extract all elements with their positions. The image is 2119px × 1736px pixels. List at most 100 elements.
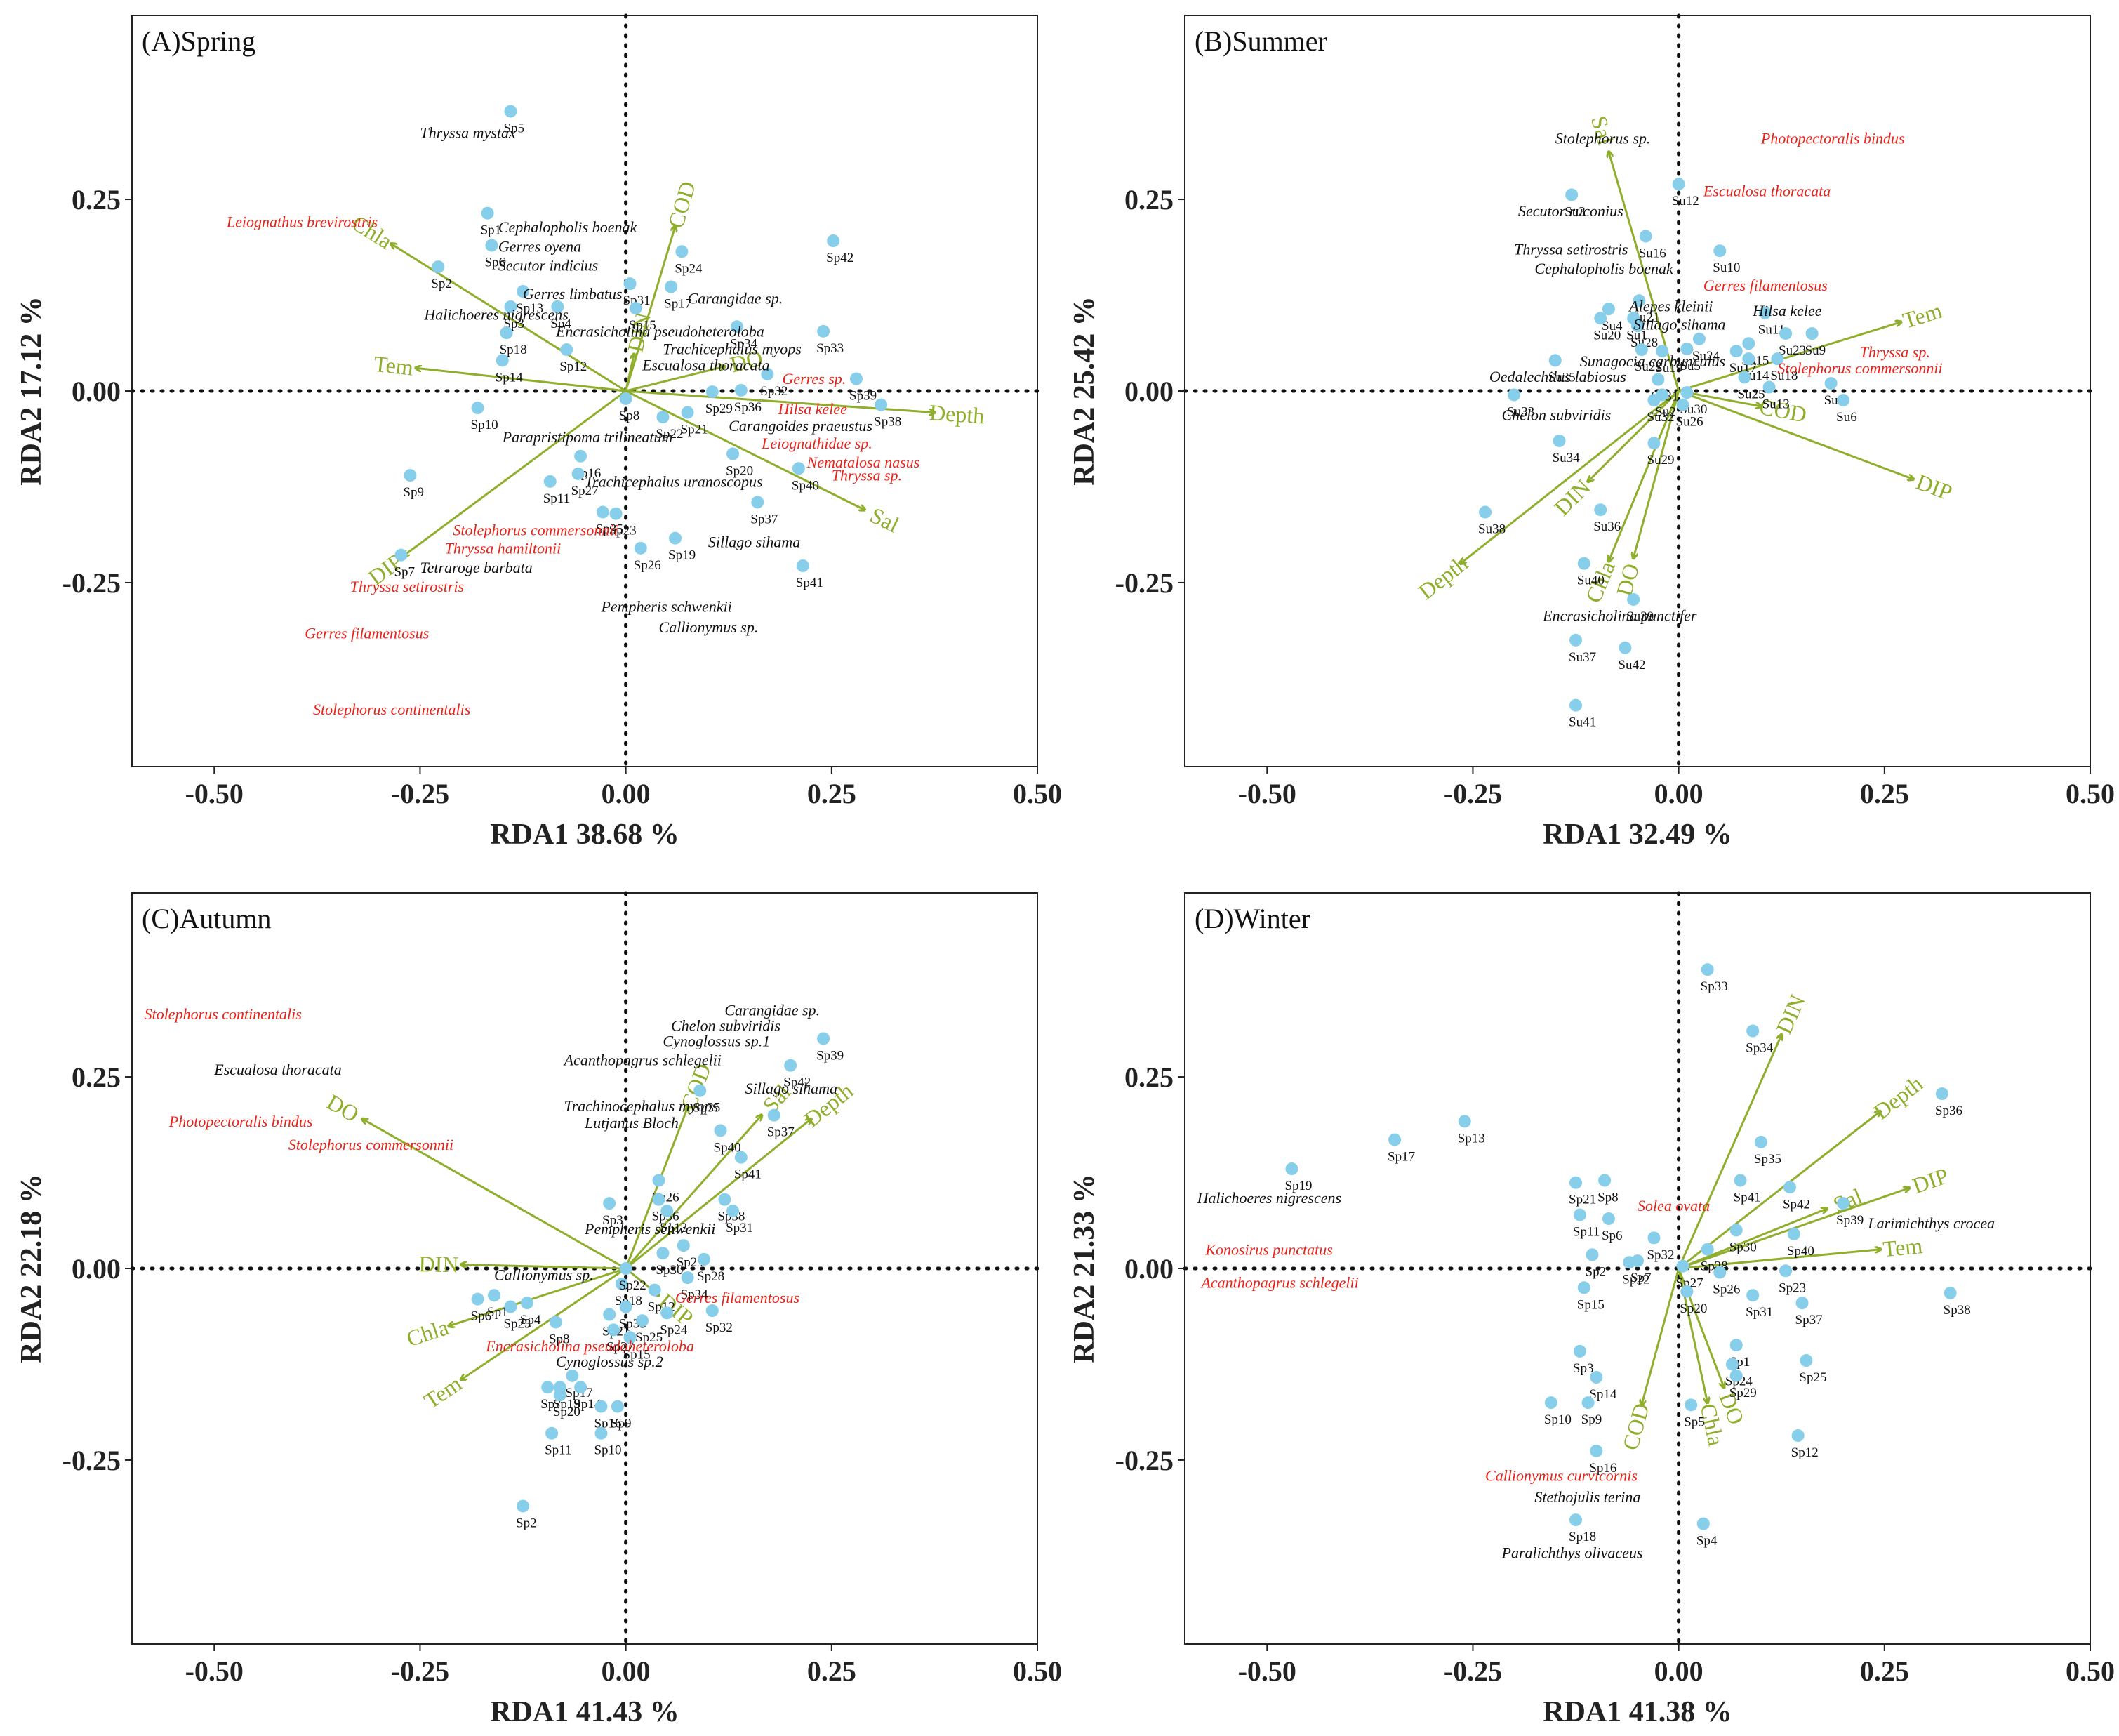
site-point [615, 1277, 628, 1290]
env-label-tem: Tem [373, 351, 415, 380]
site-label: Su29 [1647, 453, 1674, 468]
species-label: Secutor ruconius [1518, 202, 1623, 220]
site-label: Sp39 [1836, 1213, 1864, 1228]
env-label-cod: COD [663, 178, 700, 231]
site-point [1553, 434, 1566, 447]
site-point [1787, 1227, 1800, 1240]
site-label: Sp38 [1944, 1303, 1971, 1318]
x-tick-label: 0.25 [1860, 778, 1909, 809]
y-tick-label: 0.25 [1124, 184, 1174, 216]
env-arrow-tem [1678, 1250, 1880, 1270]
site-point [660, 1306, 674, 1320]
env-arrow-din [461, 1265, 626, 1270]
site-label: Sp39 [816, 1048, 844, 1063]
species-label: Halichoeres nigrescens [1197, 1189, 1342, 1207]
site-point [485, 239, 498, 252]
env-arrow-depth [625, 1119, 811, 1270]
panel-spring: (A)Spring -0.50 -0.25 0.00 0.25 0.50 -0.25 0.0… [62, 13, 1062, 809]
site-label: Sp22 [1622, 1272, 1649, 1287]
site-point [726, 447, 740, 460]
site-label: Sp20 [553, 1405, 580, 1419]
site-point [1783, 1181, 1796, 1194]
site-point [1837, 1197, 1850, 1210]
env-label-chla: Chla [404, 1314, 452, 1351]
species-label: Stethojulis terina [1534, 1488, 1640, 1506]
species-label: Thryssa sp. [1860, 343, 1930, 361]
site-point [611, 1400, 624, 1413]
site-point [1590, 1444, 1603, 1457]
species-label: Callionymus curvicornis [1485, 1466, 1638, 1484]
site-label: Sp38 [874, 415, 901, 430]
site-point [594, 1400, 608, 1413]
site-point [520, 1297, 533, 1310]
site-point [726, 1205, 740, 1218]
site-label: Sp28 [697, 1269, 724, 1284]
site-label: Sp18 [500, 343, 527, 357]
env-label-dip: DIP [1913, 469, 1955, 505]
env-label-do: DO [323, 1089, 364, 1127]
site-label: Sp11 [543, 491, 570, 506]
species-label: Sillago sihama [708, 534, 800, 551]
site-point [517, 1499, 530, 1513]
site-label: Sp7 [540, 1397, 562, 1412]
site-point [394, 548, 408, 562]
site-point [718, 1193, 731, 1206]
panel-title: (A)Spring [142, 25, 255, 57]
site-label: Sp10 [1544, 1412, 1572, 1427]
species-label: Leiognathus brevirostris [226, 213, 378, 230]
y-tick-label: 0.25 [72, 184, 121, 216]
site-label: Sp34 [1746, 1041, 1774, 1056]
site-point [1577, 1281, 1590, 1294]
x-tick-label: -0.25 [1444, 1655, 1502, 1687]
site-point [1738, 371, 1751, 384]
site-point [705, 1304, 719, 1318]
species-label: Hilsa kelee [778, 400, 848, 418]
site-label: Sp17 [1388, 1150, 1415, 1165]
site-label: Sp9 [611, 1417, 632, 1431]
site-label: Su33 [1507, 404, 1534, 419]
site-label: Sp29 [677, 1255, 704, 1270]
species-label: Trachicephalus uranoscopus [585, 472, 763, 490]
site-point [1479, 505, 1492, 519]
site-point [1594, 312, 1607, 325]
site-label: Sp11 [545, 1443, 571, 1458]
env-arrow-din [625, 355, 635, 392]
site-label: Sp2 [516, 1516, 537, 1530]
site-point [1633, 294, 1646, 307]
env-arrow-do [1633, 390, 1680, 558]
species-label: Thryssa mystax [420, 124, 516, 142]
site-point [623, 277, 637, 291]
y-tick-label: 0.25 [1124, 1061, 1174, 1093]
env-label-tem: Tem [1900, 298, 1946, 333]
species-label: Leiognathidae sp. [761, 435, 872, 452]
site-point [636, 1314, 649, 1327]
site-label: Su38 [1478, 522, 1506, 537]
site-label: Sp29 [1729, 1386, 1757, 1400]
site-point [1779, 1264, 1793, 1278]
site-point [1573, 1208, 1586, 1221]
site-point [1388, 1133, 1402, 1146]
x-tick-label: 0.25 [1860, 1655, 1909, 1687]
species-label: Stolephorus commersonnii [288, 1136, 453, 1153]
site-point [1458, 1115, 1471, 1128]
site-point [1746, 1024, 1760, 1038]
site-label: Sp33 [1701, 979, 1728, 994]
site-point [1729, 1339, 1743, 1352]
site-label: Su40 [1577, 574, 1605, 588]
panel-autumn: (C)Autumn -0.50 -0.25 0.00 0.25 0.50 -0.25 0.0… [62, 891, 1062, 1687]
site-point [656, 1247, 670, 1260]
site-point [1602, 1212, 1615, 1226]
site-point [1791, 1429, 1805, 1443]
site-label: Sp1 [487, 1305, 508, 1320]
x-axis-title: RDA1 41.38 % [1543, 1696, 1732, 1728]
x-axis-title: RDA1 41.43 % [490, 1696, 679, 1728]
species-label: Nematalosa nasus [806, 453, 920, 471]
species-label: Encrasicholina punctifer [1542, 607, 1697, 625]
species-label: Trachinocephalus myops [564, 1097, 718, 1115]
site-label: Sp13 [516, 301, 543, 316]
site-label: Su41 [1569, 715, 1596, 730]
env-arrow-sal [1678, 1209, 1827, 1270]
site-label: Sp36 [734, 400, 762, 415]
site-label: Sp26 [1713, 1282, 1740, 1297]
site-point [1508, 388, 1521, 402]
